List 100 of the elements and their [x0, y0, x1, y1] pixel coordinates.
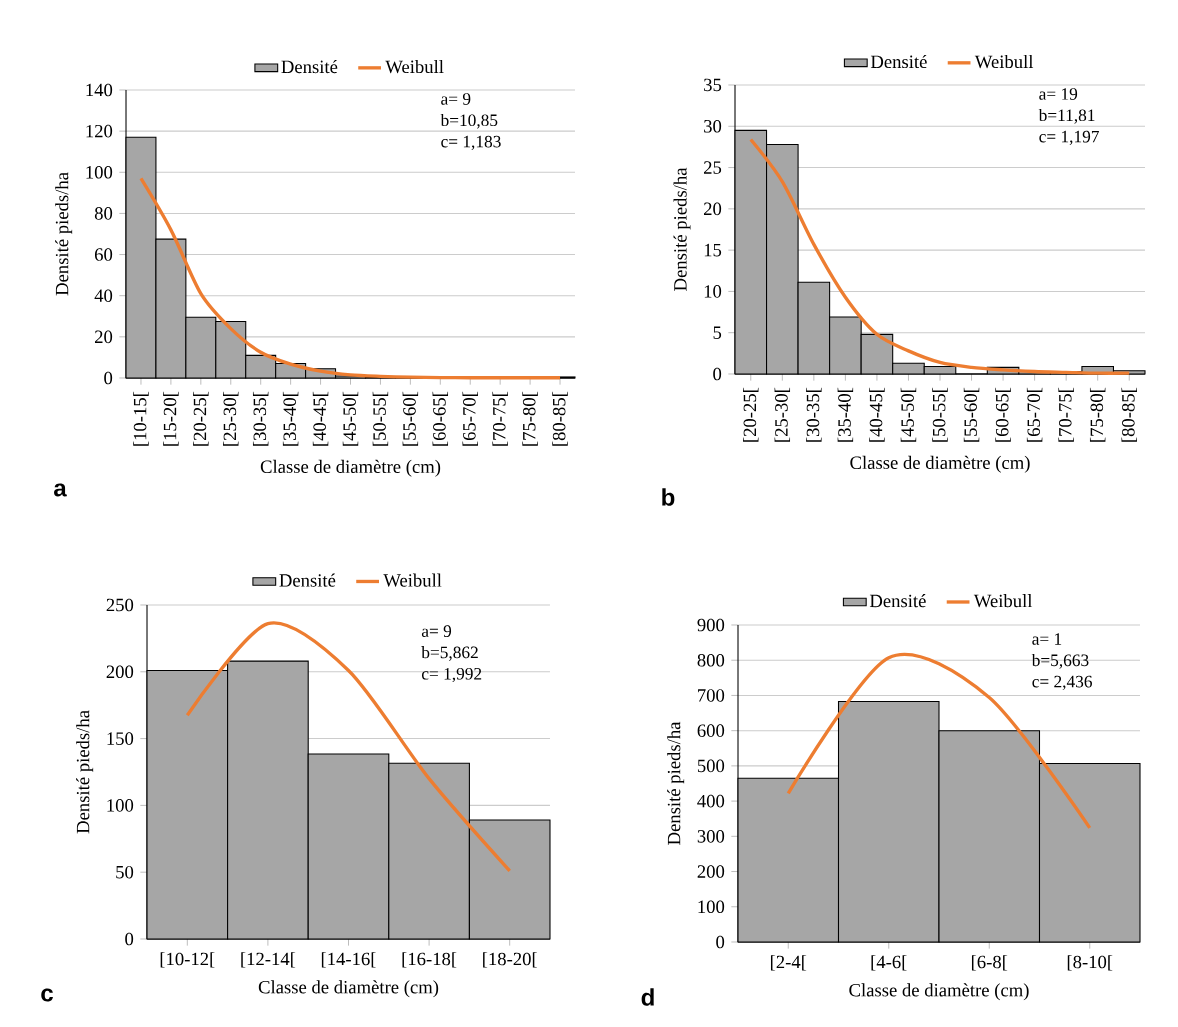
y-tick-label: 800	[697, 653, 725, 667]
x-tick-label: [12-14[	[241, 952, 296, 968]
x-tick-label: [14-16[	[321, 952, 376, 968]
x-tick-label: [80-85[	[552, 391, 568, 446]
x-tick-label: [35-40[	[837, 387, 854, 442]
x-tick-label: [40-45[	[869, 387, 885, 442]
x-tick-label: [20-25[	[193, 391, 209, 446]
x-tick-label: [50-55[	[932, 387, 948, 442]
x-axis-title: Classe de diamètre (cm)	[258, 980, 439, 998]
y-tick-label: 0	[716, 935, 725, 949]
y-tick-label: 150	[107, 732, 134, 745]
annotation: b=5,862	[421, 646, 478, 661]
x-tick-label: [40-45[	[312, 391, 329, 446]
x-tick-label: [30-35[	[252, 391, 269, 446]
x-tick-label: [70-75[	[492, 391, 508, 446]
y-tick-label: 140	[86, 83, 113, 97]
legend-label: Densité	[281, 59, 338, 74]
annotation: c= 1,992	[421, 667, 482, 683]
x-tick-label: [80-85[	[1121, 387, 1137, 442]
y-tick-label: 30	[704, 119, 722, 133]
annotation: a= 9	[421, 625, 452, 637]
annotation: a= 1	[1032, 633, 1062, 645]
x-tick-label: [75-80[	[522, 391, 538, 446]
legend-label: Densité	[279, 573, 336, 587]
x-tick-label: [55-60[	[402, 391, 419, 446]
y-axis-title: Densité pieds/ha	[667, 721, 685, 845]
annotation: b=11,81	[1038, 108, 1095, 124]
x-tick-label: [25-30[	[774, 387, 791, 442]
x-tick-label: [10-12[	[160, 952, 215, 968]
legend-label: Densité	[869, 594, 926, 608]
legend-label: Weibull	[385, 59, 444, 74]
y-tick-label: 400	[697, 794, 725, 808]
y-tick-label: 10	[704, 285, 722, 298]
y-axis-title: Densité pieds/ha	[673, 167, 691, 291]
legend-label: Weibull	[974, 54, 1034, 69]
x-tick-label: [45-50[	[342, 391, 359, 446]
x-tick-label: [60-65[	[432, 391, 449, 446]
x-tick-label: [65-70[	[1026, 387, 1043, 442]
x-tick-label: [18-20[	[483, 952, 538, 968]
x-tick-label: [75-80[	[1089, 387, 1106, 442]
x-tick-label: [25-30[	[223, 391, 239, 446]
y-tick-label: 20	[95, 330, 113, 344]
y-tick-label: 0	[104, 371, 113, 385]
annotation: c= 1,183	[441, 135, 501, 150]
x-tick-label: [16-18[	[402, 952, 457, 968]
text: a	[54, 483, 67, 497]
y-tick-label: 100	[107, 799, 134, 812]
y-tick-label: 0	[713, 367, 722, 381]
y-tick-label: 200	[106, 665, 134, 679]
y-axis-title: Densité pieds/ha	[76, 710, 94, 834]
x-tick-label: [45-50[	[900, 387, 917, 442]
annotation: c= 1,197	[1039, 130, 1099, 145]
annotation: a= 19	[1039, 88, 1078, 100]
y-tick-label: 80	[94, 207, 113, 220]
x-tick-label: [70-75[	[1058, 387, 1074, 442]
x-tick-label: [20-25[	[743, 387, 759, 442]
legend-label: Densité	[870, 54, 927, 69]
legend-label: Weibull	[973, 594, 1033, 608]
y-tick-label: 900	[697, 618, 725, 632]
text: d	[641, 988, 654, 1006]
x-axis-title: Classe de diamètre (cm)	[850, 455, 1030, 473]
x-tick-label: [10-15[	[133, 391, 149, 446]
y-tick-label: 5	[713, 326, 722, 339]
y-tick-label: 15	[704, 243, 722, 257]
y-tick-label: 100	[86, 165, 113, 179]
y-tick-label: 500	[697, 759, 725, 773]
x-tick-label: [60-65[	[995, 387, 1011, 442]
y-tick-label: 300	[697, 830, 725, 843]
legend-label: Weibull	[383, 573, 442, 587]
y-tick-label: 60	[94, 248, 113, 261]
annotation: b=5,663	[1031, 653, 1089, 669]
y-tick-label: 600	[697, 724, 725, 737]
y-tick-label: 25	[704, 161, 722, 174]
annotation: a= 9	[441, 93, 471, 105]
x-tick-label: [2-4[	[770, 955, 807, 971]
x-axis-title: Classe de diamètre (cm)	[849, 983, 1029, 1001]
x-tick-label: [30-35[	[806, 387, 822, 442]
y-tick-label: 700	[698, 689, 725, 702]
y-tick-label: 100	[698, 900, 725, 914]
y-tick-label: 20	[704, 202, 722, 216]
y-tick-label: 0	[125, 932, 134, 946]
text: c	[41, 988, 53, 1002]
y-tick-label: 120	[86, 124, 113, 138]
x-tick-label: [50-55[	[372, 391, 389, 446]
y-axis-title: Densité pieds/ha	[55, 172, 73, 296]
x-tick-label: [35-40[	[282, 391, 299, 446]
y-tick-label: 50	[116, 865, 134, 879]
x-tick-label: [8-10[	[1067, 955, 1113, 971]
y-tick-label: 200	[697, 865, 725, 878]
x-axis-title: Classe de diamètre (cm)	[260, 459, 441, 477]
y-tick-label: 250	[106, 598, 134, 612]
y-tick-label: 35	[704, 78, 722, 92]
x-tick-label: [6-8[	[971, 955, 1008, 971]
annotation: c= 2,436	[1032, 675, 1092, 690]
x-tick-label: [65-70[	[462, 391, 478, 446]
text: b	[662, 488, 675, 506]
x-tick-label: [4-6[	[871, 955, 907, 971]
annotation: b=10,85	[440, 113, 498, 129]
x-tick-label: [55-60[	[963, 387, 980, 442]
x-tick-label: [15-20[	[163, 391, 179, 446]
